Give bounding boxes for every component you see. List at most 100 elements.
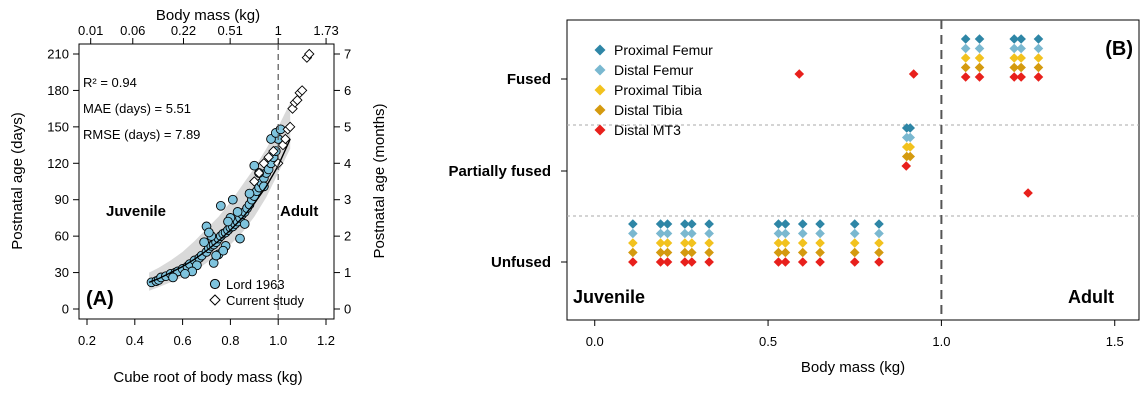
lord-1963-point bbox=[227, 194, 238, 205]
y-tick-label: 210 bbox=[47, 47, 69, 62]
fusion-point bbox=[960, 43, 971, 54]
fusion-point bbox=[628, 228, 638, 239]
fusion-point bbox=[773, 228, 784, 239]
fusion-point bbox=[687, 257, 697, 267]
current-study-points bbox=[249, 48, 315, 187]
x-tick-label: 1.0 bbox=[269, 333, 287, 348]
fusion-point bbox=[905, 132, 915, 143]
legend-label: Distal Tibia bbox=[614, 102, 683, 118]
juvenile-label: Juvenile bbox=[573, 287, 645, 307]
fusion-point bbox=[662, 228, 673, 239]
legend-lord-marker bbox=[209, 278, 221, 290]
x-tick-label: 0.0 bbox=[586, 334, 604, 349]
fusion-point bbox=[815, 228, 825, 239]
panel-b-label: (B) bbox=[1105, 38, 1133, 60]
category-gridlines bbox=[567, 124, 1139, 217]
legend-marker bbox=[594, 84, 606, 96]
fusion-point bbox=[628, 257, 638, 267]
fusion-point bbox=[849, 238, 860, 248]
fusion-point bbox=[780, 257, 791, 267]
lord-1963-point bbox=[244, 188, 255, 199]
fusion-point bbox=[680, 257, 690, 267]
y-category-label: Partially fused bbox=[448, 163, 551, 180]
top-tick-label: 1 bbox=[275, 23, 282, 38]
x-axis-ticks: 0.2 0.4 0.6 0.8 1.0 1.2 bbox=[78, 319, 335, 348]
right-axis-label: Postnatal age (months) bbox=[371, 103, 388, 258]
fusion-point bbox=[974, 43, 985, 54]
fusion-point bbox=[628, 247, 638, 258]
fusion-point bbox=[1016, 72, 1026, 82]
panel-b-plot-frame bbox=[566, 19, 1140, 321]
fusion-point bbox=[874, 228, 884, 239]
top-axis-ticks: 0.01 0.06 0.22 0.51 1 1.73 bbox=[78, 23, 339, 44]
fusion-point bbox=[1023, 188, 1033, 198]
legend-label: Distal MT3 bbox=[614, 122, 681, 138]
x-tick-label: 1.2 bbox=[317, 333, 335, 348]
x-tick-label: 0.2 bbox=[78, 333, 96, 348]
x-tick-label: 0.4 bbox=[126, 333, 144, 348]
right-tick-label: 4 bbox=[344, 156, 351, 171]
legend-label: Distal Femur bbox=[614, 62, 694, 78]
fusion-point bbox=[974, 62, 985, 73]
fusion-point bbox=[1016, 34, 1026, 44]
fusion-point bbox=[687, 238, 697, 248]
lord-1963-point bbox=[204, 227, 214, 238]
top-tick-label: 0.22 bbox=[171, 23, 196, 38]
right-tick-label: 7 bbox=[344, 47, 351, 62]
current-study-point bbox=[296, 85, 308, 96]
fusion-point bbox=[874, 238, 884, 248]
stat-rmse: RMSE (days) = 7.89 bbox=[83, 127, 200, 142]
adult-label: Adult bbox=[1068, 287, 1114, 307]
panel-a-legend: Lord 1963 Current study bbox=[209, 277, 305, 308]
fusion-point bbox=[780, 238, 791, 248]
legend-label: Proximal Femur bbox=[614, 42, 713, 58]
fusion-point bbox=[815, 257, 825, 267]
current-study-point bbox=[263, 151, 274, 163]
current-study-point bbox=[280, 133, 291, 145]
right-tick-label: 5 bbox=[344, 119, 351, 134]
fit-line bbox=[148, 138, 291, 283]
fusion-point bbox=[1009, 72, 1019, 82]
fusion-point bbox=[960, 62, 971, 73]
top-axis-label: Body mass (kg) bbox=[156, 7, 260, 24]
fusion-point bbox=[680, 247, 690, 258]
fusion-point bbox=[655, 247, 666, 258]
fusion-point bbox=[704, 247, 714, 258]
fusion-point bbox=[704, 219, 714, 229]
panel-a-label: (A) bbox=[86, 288, 114, 310]
x-tick-label: 0.6 bbox=[174, 333, 192, 348]
y-tick-label: 120 bbox=[47, 156, 69, 171]
fusion-point bbox=[704, 238, 714, 248]
fusion-point bbox=[901, 161, 912, 171]
lord-1963-point bbox=[168, 272, 178, 283]
adult-label: Adult bbox=[280, 203, 318, 220]
y-tick-label: 30 bbox=[55, 265, 69, 280]
x-tick-label: 1.5 bbox=[1106, 334, 1124, 349]
juvenile-label: Juvenile bbox=[106, 203, 166, 220]
fusion-point bbox=[1033, 62, 1044, 73]
legend-marker bbox=[594, 124, 606, 136]
fusion-point bbox=[687, 228, 697, 239]
fusion-point bbox=[797, 238, 808, 248]
lord-1963-point bbox=[223, 216, 233, 227]
legend-marker bbox=[594, 44, 606, 56]
top-tick-label: 0.01 bbox=[78, 23, 103, 38]
fusion-points bbox=[628, 34, 1044, 267]
fusion-point bbox=[680, 228, 690, 239]
fusion-point bbox=[662, 247, 673, 258]
fusion-point bbox=[797, 257, 808, 267]
y-category-labels: Unfused Partially fused Fused bbox=[448, 71, 567, 271]
fusion-point bbox=[908, 69, 919, 79]
fusion-point bbox=[1016, 62, 1026, 73]
fusion-point bbox=[1009, 53, 1019, 63]
fusion-point bbox=[662, 219, 673, 229]
fusion-point bbox=[1033, 72, 1044, 82]
fusion-point bbox=[797, 228, 808, 239]
fusion-point bbox=[797, 247, 808, 258]
fusion-point bbox=[1033, 34, 1044, 44]
fusion-point bbox=[773, 238, 784, 248]
right-tick-label: 2 bbox=[344, 229, 351, 244]
fusion-point bbox=[874, 219, 884, 229]
